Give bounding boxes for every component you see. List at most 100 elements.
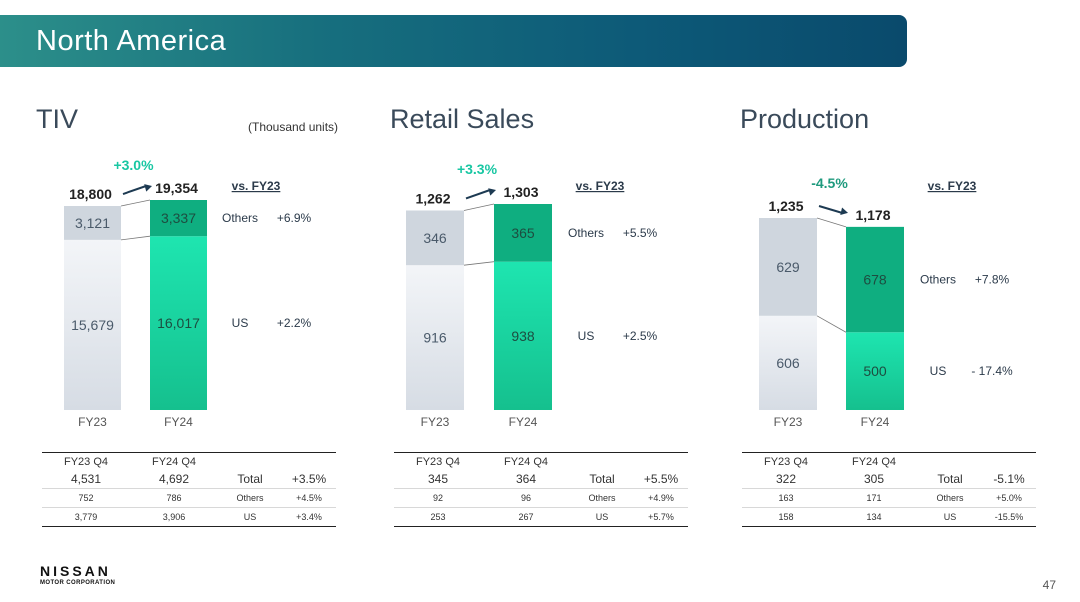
production-panel: Production 606 629 FY23 500 678 FY24 1,235 1,17… bbox=[740, 100, 1060, 540]
tiv-qt-cell: US bbox=[218, 507, 282, 527]
tiv-tick-fy24: FY24 bbox=[164, 415, 193, 429]
production-qt-cell: 134 bbox=[830, 507, 918, 527]
production-qt-cell: 158 bbox=[742, 507, 830, 527]
tiv-arrow-head bbox=[144, 184, 152, 192]
tiv-title: TIV bbox=[36, 104, 79, 134]
production-qt-header-3 bbox=[982, 452, 1036, 470]
tiv-qt-cell: +3.5% bbox=[282, 470, 336, 489]
production-qt-cell: Others bbox=[918, 488, 982, 508]
production-arrow-head bbox=[840, 207, 848, 215]
production-tick-fy23: FY23 bbox=[774, 415, 803, 429]
tiv-total-change: +3.0% bbox=[113, 157, 154, 173]
tiv-bar-fy23-us bbox=[64, 239, 121, 410]
production-connector-total bbox=[816, 217, 847, 228]
tiv-qt-cell: 3,779 bbox=[42, 507, 130, 527]
retail-sales-qt-cell: 267 bbox=[482, 507, 570, 527]
retail-sales-qt-cell: 364 bbox=[482, 470, 570, 489]
production-bar-fy24-us bbox=[846, 332, 904, 410]
unit-note: (Thousand units) bbox=[248, 120, 339, 134]
production-legend-us: US bbox=[930, 364, 947, 378]
retail-sales-panel: Retail Sales 916 346 FY23 938 365 FY24 1,262 1,… bbox=[390, 100, 710, 540]
production-total-fy24: 1,178 bbox=[855, 207, 890, 223]
table-row: 345 364 Total +5.5% bbox=[394, 470, 688, 489]
tiv-chart: 15,679 3,121 FY23 16,017 3,337 FY24 18,800 19,3… bbox=[64, 157, 312, 429]
production-legend-change-us: - 17.4% bbox=[971, 364, 1013, 378]
retail-sales-connector-total bbox=[463, 203, 495, 211]
page-number: 47 bbox=[1042, 578, 1056, 592]
retail-sales-legend-others: Others bbox=[568, 226, 604, 240]
tiv-quarter-table: FY23 Q4 FY24 Q4 4,531 4,692 Total +3.5% 752 786… bbox=[42, 452, 336, 527]
retail-sales-qt-cell: Others bbox=[570, 488, 634, 508]
production-tick-fy24: FY24 bbox=[861, 415, 890, 429]
tiv-bar-fy24-us bbox=[150, 236, 207, 410]
retail-sales-qt-header-2 bbox=[570, 452, 634, 470]
retail-sales-qt-cell: Total bbox=[570, 470, 634, 489]
retail-sales-arrow-head bbox=[488, 188, 496, 196]
table-row: 322 305 Total -5.1% bbox=[742, 470, 1036, 489]
production-bar-fy23-us bbox=[759, 315, 817, 410]
production-total-change: -4.5% bbox=[811, 175, 848, 191]
retail-sales-qt-cell: +5.7% bbox=[634, 507, 688, 527]
tiv-label-fy23-us: 15,679 bbox=[71, 317, 114, 333]
retail-sales-qt-cell: US bbox=[570, 507, 634, 527]
tiv-qt-header-2 bbox=[218, 452, 282, 470]
tiv-panel: TIV (Thousand units) 15,679 3,121 FY23 16,0… bbox=[36, 100, 356, 540]
production-bar-fy23-others bbox=[759, 218, 817, 316]
logo-name: NISSAN bbox=[40, 563, 111, 579]
production-quarter-table: FY23 Q4 FY24 Q4 322 305 Total -5.1% 163 171 Othe… bbox=[742, 452, 1036, 527]
retail-sales-qt-cell: +5.5% bbox=[634, 470, 688, 489]
production-qt-cell: Total bbox=[918, 470, 982, 489]
tiv-qt-cell: 3,906 bbox=[130, 507, 218, 527]
production-qt-header-row: FY23 Q4 FY24 Q4 bbox=[742, 452, 1036, 470]
retail-sales-title: Retail Sales bbox=[390, 104, 535, 134]
production-qt-cell: -5.1% bbox=[982, 470, 1036, 489]
production-bar-fy24-others bbox=[846, 226, 904, 333]
retail-sales-legend-us: US bbox=[578, 329, 595, 343]
retail-sales-bar-fy24-us bbox=[494, 261, 552, 410]
nissan-logo: NISSAN MOTOR CORPORATION bbox=[40, 563, 115, 586]
retail-sales-qt-header-row: FY23 Q4 FY24 Q4 bbox=[394, 452, 688, 470]
retail-sales-quarter-table: FY23 Q4 FY24 Q4 345 364 Total +5.5% 92 96 Others… bbox=[394, 452, 688, 527]
table-row: 253 267 US +5.7% bbox=[394, 507, 688, 527]
production-label-fy24-others: 678 bbox=[863, 272, 887, 288]
logo-sub: MOTOR CORPORATION bbox=[40, 580, 116, 586]
production-qt-header-1: FY24 Q4 bbox=[830, 452, 918, 470]
tiv-total-fy23: 18,800 bbox=[69, 186, 112, 202]
tiv-label-fy23-others: 3,121 bbox=[75, 215, 110, 231]
tiv-connector-us bbox=[120, 235, 151, 241]
retail-sales-vs-label: vs. FY23 bbox=[576, 179, 625, 193]
page-title: North America bbox=[36, 25, 227, 57]
production-qt-cell: +5.0% bbox=[982, 488, 1036, 508]
table-row: 158 134 US -15.5% bbox=[742, 507, 1036, 527]
production-connector-us bbox=[816, 315, 847, 333]
production-total-fy23: 1,235 bbox=[768, 198, 803, 214]
retail-sales-bar-fy23-others bbox=[406, 210, 464, 266]
tiv-tick-fy23: FY23 bbox=[78, 415, 107, 429]
production-qt-cell: US bbox=[918, 507, 982, 527]
table-row: 92 96 Others +4.9% bbox=[394, 488, 688, 508]
tiv-label-fy24-us: 16,017 bbox=[157, 315, 200, 331]
tiv-arrow-line bbox=[122, 185, 147, 195]
tiv-qt-cell: 752 bbox=[42, 488, 130, 508]
tiv-bar-fy24-others bbox=[150, 200, 207, 237]
retail-sales-total-fy24: 1,303 bbox=[503, 184, 538, 200]
tiv-qt-cell: 4,692 bbox=[130, 470, 218, 489]
production-qt-header-0: FY23 Q4 bbox=[742, 452, 830, 470]
production-arrow-line bbox=[818, 205, 843, 214]
retail-sales-label-fy23-others: 346 bbox=[423, 230, 447, 246]
tiv-legend-change-us: +2.2% bbox=[277, 316, 312, 330]
production-qt-cell: 322 bbox=[742, 470, 830, 489]
tiv-qt-header-row: FY23 Q4 FY24 Q4 bbox=[42, 452, 336, 470]
tiv-total-fy24: 19,354 bbox=[155, 180, 198, 196]
retail-sales-qt-header-1: FY24 Q4 bbox=[482, 452, 570, 470]
table-row: 3,779 3,906 US +3.4% bbox=[42, 507, 336, 527]
tiv-legend-us: US bbox=[232, 316, 249, 330]
retail-sales-qt-header-3 bbox=[634, 452, 688, 470]
retail-sales-arrow-line bbox=[465, 189, 491, 200]
production-qt-cell: 171 bbox=[830, 488, 918, 508]
production-qt-cell: 163 bbox=[742, 488, 830, 508]
retail-sales-tick-fy24: FY24 bbox=[509, 415, 538, 429]
header-banner: North America bbox=[0, 15, 907, 67]
production-label-fy23-us: 606 bbox=[776, 355, 800, 371]
tiv-qt-cell: Total bbox=[218, 470, 282, 489]
